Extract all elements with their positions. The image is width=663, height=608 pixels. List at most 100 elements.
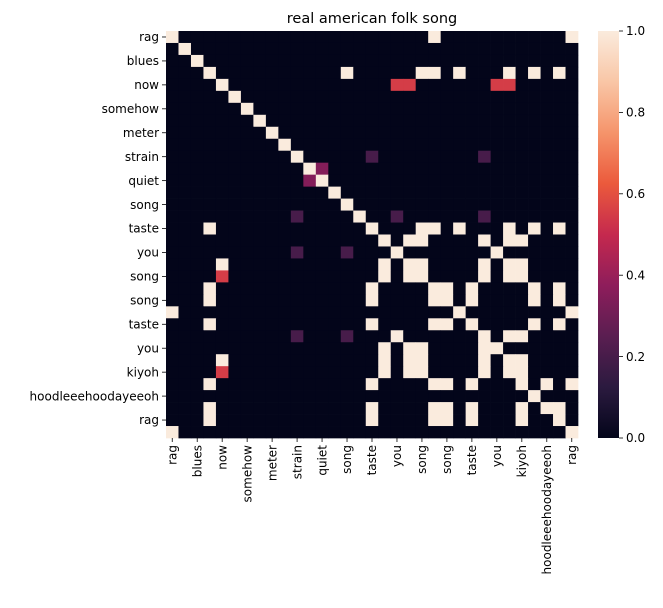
heatmap-cell xyxy=(190,66,204,80)
heatmap-cell xyxy=(315,210,329,223)
heatmap-cell xyxy=(403,150,417,164)
heatmap-cell xyxy=(340,294,354,307)
heatmap-cell xyxy=(340,378,354,391)
heatmap-cell xyxy=(340,414,354,427)
heatmap-cell xyxy=(503,294,516,307)
heatmap-cell xyxy=(403,306,417,319)
heatmap-cell xyxy=(553,354,566,367)
heatmap-cell xyxy=(553,186,566,199)
heatmap-cell xyxy=(265,366,279,379)
heatmap-cell xyxy=(328,330,342,343)
heatmap-cell xyxy=(390,366,404,379)
heatmap-cell xyxy=(265,378,279,391)
heatmap-cell xyxy=(315,306,329,319)
heatmap-cell xyxy=(378,246,392,259)
heatmap-cell xyxy=(190,258,204,271)
heatmap-cell xyxy=(215,282,229,295)
heatmap-cell xyxy=(378,318,392,331)
colorbar: 0.0 0.2 0.4 0.6 0.8 1.0 xyxy=(598,24,645,445)
heatmap-cell xyxy=(440,150,454,164)
heatmap-cell xyxy=(553,426,566,439)
heatmap-cell xyxy=(240,414,254,427)
heatmap-cell xyxy=(453,222,466,235)
heatmap-cell xyxy=(503,102,516,116)
heatmap-cell xyxy=(303,150,317,164)
heatmap-cell xyxy=(240,66,254,80)
heatmap-cell xyxy=(253,174,267,187)
heatmap-cell xyxy=(540,342,554,355)
heatmap-cell xyxy=(203,42,217,56)
heatmap-cell xyxy=(390,270,404,283)
heatmap-cell xyxy=(490,66,504,80)
heatmap-cell xyxy=(515,150,529,164)
heatmap-cell xyxy=(278,54,292,68)
heatmap-cell xyxy=(490,354,504,367)
heatmap-cell xyxy=(178,366,192,379)
heatmap-cell xyxy=(190,90,204,104)
heatmap-cell xyxy=(340,366,354,379)
heatmap-cell xyxy=(253,234,267,247)
heatmap-cell xyxy=(478,42,491,56)
heatmap-cell xyxy=(328,246,342,259)
heatmap-cell xyxy=(365,342,379,355)
heatmap-cell xyxy=(540,126,554,140)
heatmap-cell xyxy=(503,234,516,247)
heatmap-cell xyxy=(440,126,454,140)
heatmap-cell xyxy=(303,402,317,415)
heatmap-cell xyxy=(340,426,354,439)
heatmap-cell xyxy=(565,234,579,247)
heatmap-cell xyxy=(440,198,454,211)
x-tick-label: you xyxy=(390,445,404,467)
heatmap-cell xyxy=(190,270,204,283)
heatmap-cell xyxy=(178,42,192,56)
heatmap-cell xyxy=(365,246,379,259)
heatmap-cell xyxy=(303,318,317,331)
heatmap-cell xyxy=(453,306,466,319)
heatmap-cell xyxy=(166,150,179,164)
x-tick-label: song xyxy=(440,445,454,474)
heatmap-cell xyxy=(303,102,317,116)
heatmap-cell xyxy=(365,306,379,319)
heatmap-cell xyxy=(265,150,279,164)
heatmap-cell xyxy=(565,126,579,140)
heatmap-cell xyxy=(278,186,292,199)
heatmap-cell xyxy=(415,306,429,319)
heatmap-cell xyxy=(478,246,491,259)
heatmap-cell xyxy=(166,234,179,247)
heatmap-cell xyxy=(315,390,329,403)
heatmap-cell xyxy=(240,42,254,56)
heatmap-cell xyxy=(340,174,354,187)
heatmap-cell xyxy=(490,90,504,104)
heatmap-cell xyxy=(290,198,304,211)
heatmap-cell xyxy=(278,66,292,80)
colorbar-tick-label: 0.6 xyxy=(626,187,645,201)
heatmap-cell xyxy=(240,210,254,223)
heatmap-cell xyxy=(403,126,417,140)
heatmap-cell xyxy=(203,210,217,223)
heatmap-cell xyxy=(378,234,392,247)
heatmap-cell xyxy=(328,114,342,128)
heatmap-cell xyxy=(390,282,404,295)
heatmap-cell xyxy=(553,402,566,415)
heatmap-cell xyxy=(365,198,379,211)
heatmap-cell xyxy=(340,234,354,247)
heatmap-cell xyxy=(203,318,217,331)
heatmap-cell xyxy=(203,90,217,104)
heatmap-cell xyxy=(490,234,504,247)
heatmap-cell xyxy=(503,114,516,128)
heatmap-cell xyxy=(515,318,529,331)
heatmap-cell xyxy=(328,282,342,295)
heatmap-cell xyxy=(478,354,491,367)
heatmap-cell xyxy=(166,282,179,295)
heatmap-cell xyxy=(228,78,242,92)
heatmap-cell xyxy=(415,90,429,104)
heatmap-cell xyxy=(415,210,429,223)
heatmap-cell xyxy=(378,90,392,104)
heatmap-cell xyxy=(565,390,579,403)
heatmap-cell xyxy=(278,150,292,164)
heatmap-cell xyxy=(328,31,342,44)
heatmap-cell xyxy=(253,198,267,211)
heatmap-cell xyxy=(565,78,579,92)
heatmap-cell xyxy=(315,126,329,140)
heatmap-cell xyxy=(440,306,454,319)
